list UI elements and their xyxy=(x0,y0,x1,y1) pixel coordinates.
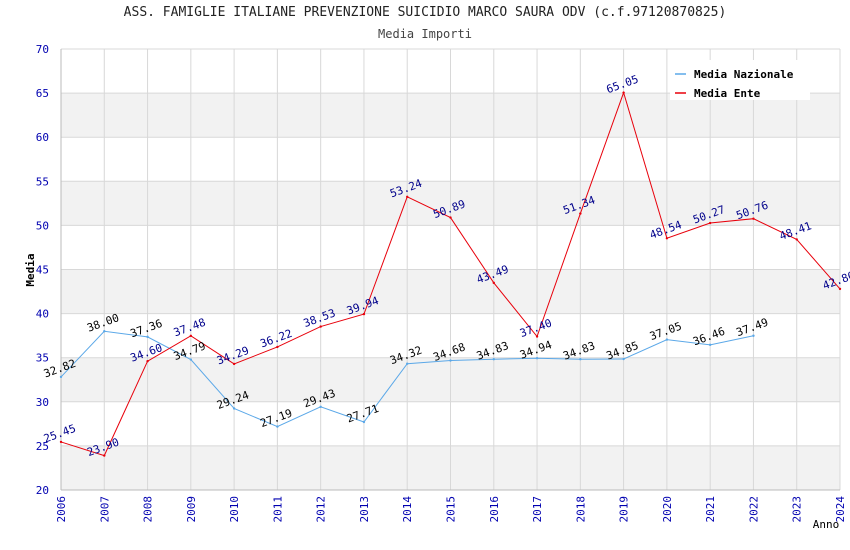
data-point xyxy=(406,362,409,365)
gridlines xyxy=(60,48,841,491)
data-point xyxy=(103,454,106,457)
data-point xyxy=(449,359,452,362)
y-axis-label: Media xyxy=(24,253,37,286)
data-point xyxy=(362,312,366,316)
data-point xyxy=(59,375,63,379)
data-point xyxy=(319,405,322,409)
data-point xyxy=(276,425,279,428)
x-tick-label: 2010 xyxy=(228,496,241,523)
x-tick-label: 2011 xyxy=(271,496,284,523)
legend-label: Media Nazionale xyxy=(694,68,794,81)
data-point xyxy=(752,217,755,220)
data-point xyxy=(146,335,149,339)
x-tick-label: 2008 xyxy=(142,496,155,523)
data-point xyxy=(103,330,106,333)
data-point xyxy=(146,360,149,363)
chart-subtitle: Media Importi xyxy=(378,27,472,41)
x-tick-label: 2013 xyxy=(358,496,371,523)
data-point xyxy=(579,212,582,215)
x-tick-label: 2018 xyxy=(574,496,587,523)
data-point xyxy=(189,334,193,338)
data-point xyxy=(449,216,452,219)
data-point xyxy=(232,407,236,410)
data-point xyxy=(492,281,495,285)
y-tick-label: 50 xyxy=(36,219,49,232)
y-tick-label: 45 xyxy=(36,264,49,277)
x-tick-label: 2012 xyxy=(315,496,328,523)
data-point xyxy=(622,357,625,361)
y-tick-label: 20 xyxy=(36,484,49,497)
data-point xyxy=(579,357,582,361)
x-tick-label: 2021 xyxy=(704,496,717,523)
data-point xyxy=(276,345,279,349)
x-tick-label: 2015 xyxy=(445,496,458,523)
data-point xyxy=(362,420,366,424)
y-tick-label: 40 xyxy=(36,308,49,321)
data-point xyxy=(795,238,798,241)
data-point xyxy=(708,221,712,225)
y-tick-label: 25 xyxy=(36,440,49,453)
data-point xyxy=(319,325,322,328)
data-point xyxy=(492,357,495,361)
y-tick-label: 60 xyxy=(36,131,49,144)
data-point xyxy=(622,91,625,94)
chart-title: ASS. FAMIGLIE ITALIANE PREVENZIONE SUICI… xyxy=(123,5,727,20)
data-point xyxy=(665,237,669,240)
x-tick-label: 2023 xyxy=(791,496,804,523)
data-point xyxy=(189,358,193,361)
x-tick-label: 2022 xyxy=(747,496,760,523)
x-tick-label: 2019 xyxy=(618,496,631,523)
legend-label: Media Ente xyxy=(694,87,761,100)
y-tick-label: 35 xyxy=(36,352,49,365)
x-tick-label: 2016 xyxy=(488,496,501,523)
x-tick-label: 2024 xyxy=(834,496,847,523)
y-tick-label: 70 xyxy=(36,43,49,56)
data-point xyxy=(535,357,539,360)
data-point xyxy=(665,338,669,341)
y-tick-label: 30 xyxy=(36,396,49,409)
data-point xyxy=(406,195,409,199)
x-axis-label: Anno xyxy=(813,518,840,531)
data-point xyxy=(752,334,755,337)
y-tick-label: 55 xyxy=(36,175,49,188)
data-point xyxy=(535,335,539,338)
x-tick-label: 2006 xyxy=(55,496,68,523)
x-tick-label: 2007 xyxy=(98,496,111,523)
data-point xyxy=(708,343,712,347)
x-tick-label: 2020 xyxy=(661,496,674,523)
x-tick-label: 2009 xyxy=(185,496,198,523)
x-tick-label: 2014 xyxy=(401,496,414,523)
axes: 20 25 30 35 40 45 50 55 60 65 70 2006 2007 2008 2009 20… xyxy=(36,43,847,523)
y-tick-label: 65 xyxy=(36,87,49,100)
data-point xyxy=(838,287,842,291)
data-point xyxy=(232,362,236,366)
legend-box xyxy=(670,60,810,100)
x-tick-label: 2017 xyxy=(531,496,544,523)
legend: Media Nazionale Media Ente xyxy=(670,60,810,100)
series-layer xyxy=(59,91,842,457)
data-point xyxy=(59,440,63,444)
